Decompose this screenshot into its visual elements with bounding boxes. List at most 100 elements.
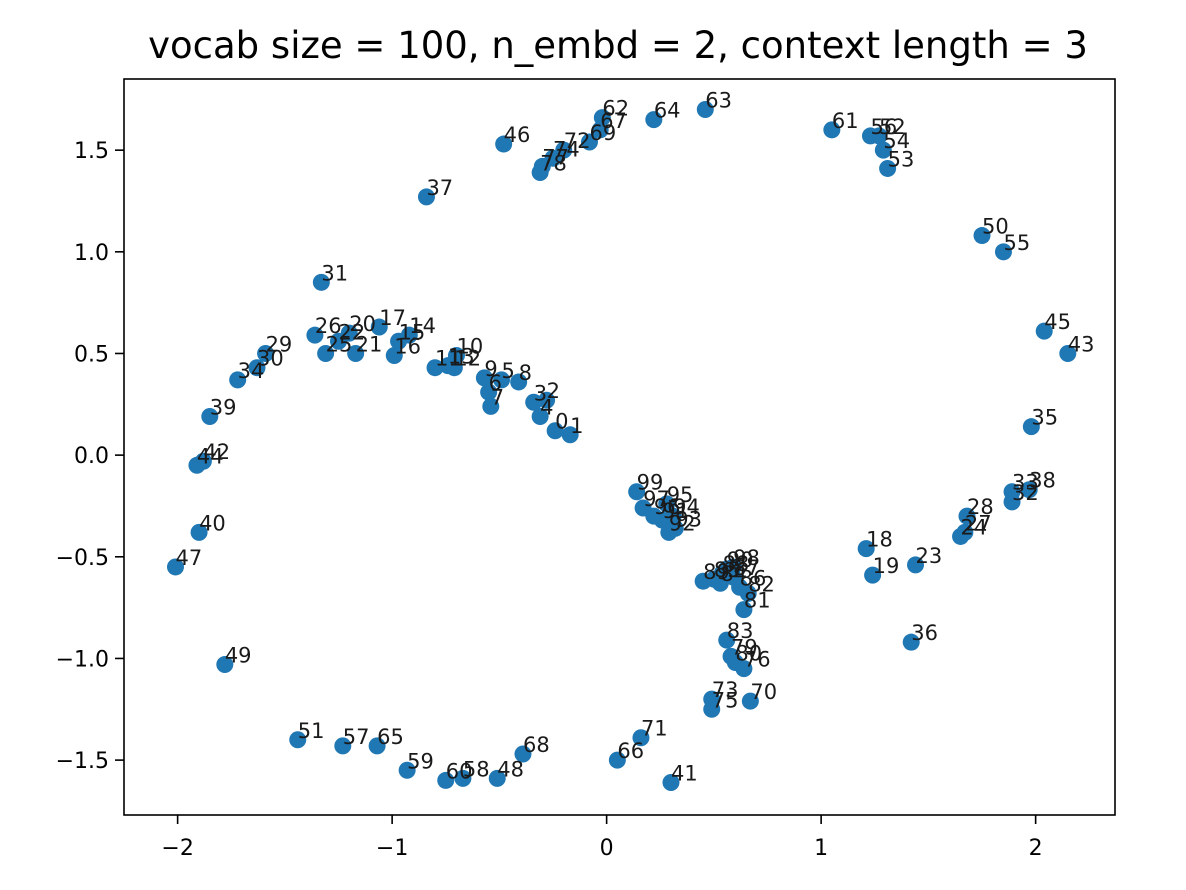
data-point-label: 67	[600, 109, 627, 133]
data-point-label: 93	[675, 507, 702, 531]
data-point-label: 11	[435, 347, 462, 371]
data-point-label: 22	[339, 320, 366, 344]
data-point	[662, 773, 680, 791]
data-point-label: 19	[873, 554, 900, 578]
data-point	[956, 523, 974, 541]
data-point	[525, 393, 543, 411]
data-point-label: 30	[257, 347, 284, 371]
data-point	[216, 656, 234, 674]
data-point-label: 89	[703, 560, 730, 584]
data-point	[482, 397, 500, 415]
data-point	[488, 769, 506, 787]
data-point	[561, 426, 579, 444]
data-point-label: 23	[916, 544, 943, 568]
data-point	[306, 326, 324, 344]
data-point	[879, 159, 897, 177]
data-point	[902, 633, 920, 651]
data-point	[347, 344, 365, 362]
data-point-label: 28	[967, 495, 994, 519]
data-point-label: 35	[1031, 406, 1058, 430]
data-point-label: 12	[454, 347, 481, 371]
data-point	[994, 243, 1012, 261]
data-point	[437, 771, 455, 789]
data-point	[201, 408, 219, 426]
data-point	[658, 495, 676, 513]
data-point-label: 36	[911, 621, 938, 645]
data-point	[257, 344, 275, 362]
data-point	[1035, 322, 1053, 340]
data-point-label: 7	[491, 385, 504, 409]
data-point-label: 75	[712, 688, 739, 712]
x-tick-label: −1	[376, 836, 408, 861]
data-point-label: 45	[1044, 310, 1071, 334]
data-point-label: 13	[448, 345, 475, 369]
data-point-label: 54	[883, 129, 910, 153]
data-point	[229, 371, 247, 389]
data-point	[1059, 344, 1077, 362]
data-point	[398, 761, 416, 779]
data-point	[368, 737, 386, 755]
data-point-label: 86	[740, 566, 767, 590]
data-point	[390, 332, 408, 350]
data-point	[874, 141, 892, 159]
data-point-label: 62	[602, 97, 629, 121]
data-point-label: 63	[705, 88, 732, 112]
data-point-label: 95	[667, 483, 694, 507]
data-point-label: 25	[326, 332, 353, 356]
data-point	[546, 422, 564, 440]
data-point-label: 24	[961, 515, 988, 539]
data-point-label: 65	[377, 725, 404, 749]
data-point	[495, 135, 513, 153]
y-tick-label: 1.0	[74, 241, 109, 266]
x-tick-label: −2	[161, 836, 193, 861]
data-point-label: 59	[407, 749, 434, 773]
data-point-label: 9	[484, 357, 497, 381]
data-point	[475, 369, 493, 387]
data-point-label: 8	[519, 361, 532, 385]
data-point-label: 0	[555, 410, 568, 434]
data-point-label: 50	[982, 215, 1009, 239]
data-point-label: 76	[744, 648, 771, 672]
chart-title: vocab size = 100, n_embd = 2, context le…	[148, 24, 1088, 67]
data-point-label: 48	[497, 757, 524, 781]
point-labels-layer: 0 123456789101112131415161718192021222324…	[175, 88, 1094, 785]
data-point	[312, 273, 330, 291]
data-point-label: 40	[199, 511, 226, 535]
data-point	[580, 133, 598, 151]
data-point-label: 72	[564, 129, 591, 153]
data-point-label: 10	[456, 335, 483, 359]
data-point	[628, 483, 646, 501]
data-point-label: 31	[321, 261, 348, 285]
data-point	[741, 692, 759, 710]
data-point	[417, 188, 435, 206]
data-point-label: 49	[225, 644, 252, 668]
data-point-label: 85	[714, 558, 741, 582]
data-point	[531, 408, 549, 426]
data-point-label: 56	[870, 115, 897, 139]
data-point	[823, 121, 841, 139]
data-point	[493, 371, 511, 389]
data-point-label: 27	[965, 511, 992, 535]
data-point	[724, 558, 742, 576]
data-point	[188, 456, 206, 474]
data-point	[735, 601, 753, 619]
data-point-label: 71	[641, 717, 668, 741]
data-point-label: 91	[662, 499, 689, 523]
data-point-label: 39	[210, 396, 237, 420]
data-point	[426, 359, 444, 377]
data-point	[726, 654, 744, 672]
data-point	[538, 391, 556, 409]
data-point	[1020, 481, 1038, 499]
data-point-label: 17	[379, 306, 406, 330]
data-point-label: 88	[722, 552, 749, 576]
data-point-label: 55	[1003, 231, 1030, 255]
data-point-label: 57	[343, 725, 370, 749]
data-point	[1003, 483, 1021, 501]
data-point-label: 79	[731, 635, 758, 659]
data-point-label: 29	[266, 332, 293, 356]
data-point-label: 46	[504, 123, 531, 147]
y-tick-label: 0.0	[74, 444, 109, 469]
data-point-label: 98	[733, 546, 760, 570]
data-point	[694, 572, 712, 590]
data-point-label: 92	[669, 511, 696, 535]
